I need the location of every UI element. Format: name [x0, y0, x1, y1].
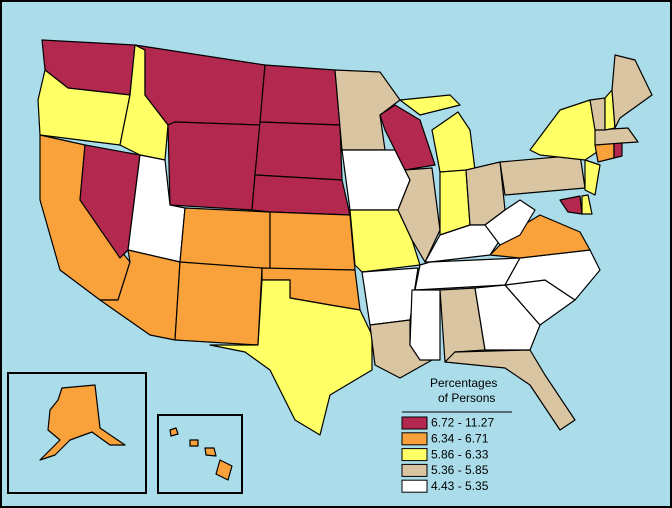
legend-label: 4.43 - 5.35 [431, 479, 489, 493]
state [254, 121, 343, 181]
state [39, 384, 126, 461]
legend-swatch [401, 463, 428, 477]
legend-label: 6.34 - 6.71 [431, 431, 489, 445]
state [259, 64, 341, 126]
legend: Percentages of Persons 6.72 - 11.276.34 … [401, 376, 512, 493]
legend-title: of Persons [438, 391, 495, 405]
state [269, 211, 356, 271]
hawaii-inset [157, 414, 243, 494]
state [179, 207, 271, 271]
legend-swatch [401, 416, 428, 430]
state [174, 261, 263, 346]
states [37, 39, 653, 436]
legend-title: Percentages [430, 376, 497, 390]
legend-label: 6.72 - 11.27 [431, 416, 494, 430]
state [474, 284, 541, 351]
state [594, 127, 639, 146]
state [499, 154, 586, 196]
legend-label: 5.36 - 5.85 [431, 463, 489, 477]
legend-swatch [401, 479, 428, 493]
state [169, 427, 179, 437]
state [613, 142, 623, 159]
state [167, 121, 261, 211]
state [379, 104, 436, 171]
state [484, 199, 536, 246]
state [361, 267, 419, 326]
state [79, 144, 141, 259]
state [611, 54, 653, 129]
state [215, 459, 233, 481]
legend-label: 5.86 - 6.33 [431, 447, 489, 461]
state [399, 94, 461, 116]
state [189, 439, 199, 447]
legend-swatch [401, 432, 428, 446]
legend-swatch [401, 448, 428, 462]
state [594, 142, 615, 163]
state [584, 159, 601, 196]
state [204, 447, 217, 457]
state [444, 349, 576, 431]
hawaii-islands [169, 427, 233, 481]
state [409, 289, 441, 361]
state [209, 279, 373, 436]
state [581, 194, 593, 215]
state [397, 167, 441, 263]
state [251, 174, 351, 216]
state [431, 111, 476, 173]
state [439, 169, 471, 236]
